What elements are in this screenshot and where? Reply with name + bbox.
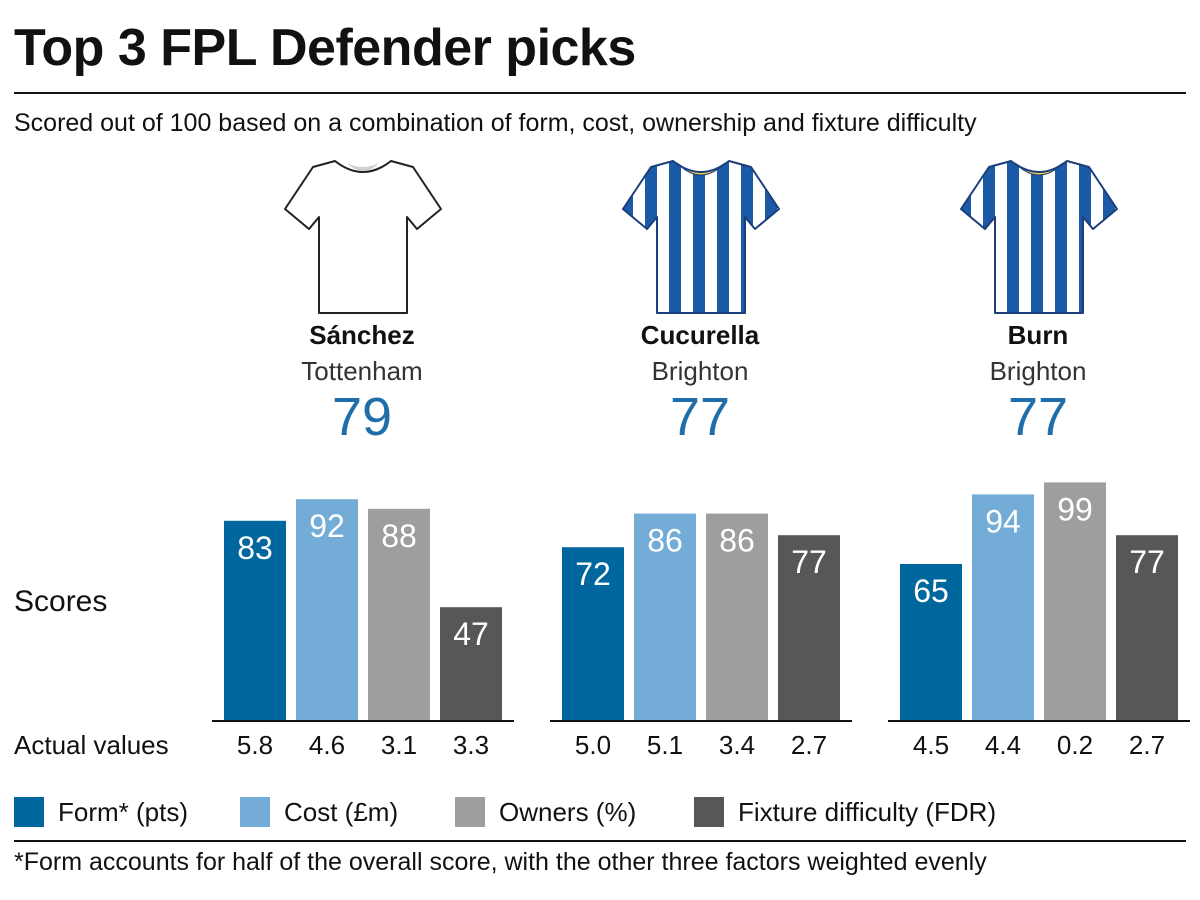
actual-value: 5.8 <box>236 730 274 760</box>
legend-swatch <box>240 797 270 827</box>
actual-value: 3.1 <box>380 730 418 760</box>
bar <box>296 499 358 720</box>
actual-value: 0.2 <box>1056 730 1094 760</box>
bar-value-label: 99 <box>1057 491 1093 527</box>
bar-value-label: 86 <box>719 523 755 559</box>
actual-value: 3.3 <box>452 730 490 760</box>
actual-value: 4.4 <box>984 730 1022 760</box>
bar-value-label: 72 <box>575 556 611 592</box>
legend-swatch <box>694 797 724 827</box>
legend-item-cost: Cost (£m) <box>240 795 398 829</box>
actual-value: 2.7 <box>790 730 828 760</box>
bar <box>778 535 840 720</box>
actual-value: 2.7 <box>1128 730 1166 760</box>
scores-label: Scores <box>14 585 108 618</box>
legend-item-form: Form* (pts) <box>14 795 188 829</box>
bar <box>634 513 696 720</box>
bar <box>1044 482 1106 720</box>
actual-values-label: Actual values <box>14 730 169 760</box>
footer-divider <box>14 840 1186 842</box>
bar-value-label: 92 <box>309 508 345 544</box>
player-card: Sánchez Tottenham 79 <box>212 320 512 444</box>
player-team: Tottenham <box>301 356 423 386</box>
legend-label: Cost (£m) <box>284 796 399 827</box>
bar-value-label: 77 <box>791 544 827 580</box>
actual-value: 3.4 <box>718 730 756 760</box>
player-score: 79 <box>331 387 393 447</box>
actual-value: 4.6 <box>308 730 346 760</box>
bar-value-label: 94 <box>985 503 1021 539</box>
bar <box>562 547 624 720</box>
actual-value: 5.1 <box>646 730 684 760</box>
player-card: Burn Brighton 77 <box>888 320 1188 444</box>
player-name: Burn <box>1007 320 1069 350</box>
bar-value-label: 65 <box>913 573 949 609</box>
player-team: Brighton <box>651 356 749 386</box>
legend-item-fixture: Fixture difficulty (FDR) <box>694 795 996 829</box>
bar-value-label: 88 <box>381 518 417 554</box>
legend-swatch <box>455 797 485 827</box>
footnote: *Form accounts for half of the overall s… <box>14 848 987 876</box>
bar <box>706 513 768 720</box>
bar-value-label: 77 <box>1129 544 1165 580</box>
player-team: Brighton <box>989 356 1087 386</box>
bar-value-label: 47 <box>453 616 489 652</box>
bar <box>900 564 962 720</box>
legend-label: Fixture difficulty (FDR) <box>738 796 997 827</box>
bar <box>224 520 286 720</box>
legend-swatch <box>14 797 44 827</box>
actual-value: 4.5 <box>912 730 950 760</box>
bar <box>368 508 430 720</box>
bar-value-label: 86 <box>647 523 683 559</box>
title-divider <box>14 92 1186 94</box>
player-score: 77 <box>669 387 731 447</box>
player-name: Sánchez <box>309 320 415 350</box>
blue-white-striped-shirt-icon <box>622 160 780 314</box>
blue-white-striped-shirt-icon <box>960 160 1118 314</box>
bar-value-label: 83 <box>237 530 273 566</box>
page-subtitle: Scored out of 100 based on a combination… <box>14 109 977 137</box>
white-shirt-icon <box>284 160 442 314</box>
player-name: Cucurella <box>640 320 760 350</box>
legend-label: Form* (pts) <box>58 796 188 827</box>
actual-value: 5.0 <box>574 730 612 760</box>
page-title: Top 3 FPL Defender picks <box>14 19 636 77</box>
legend-label: Owners (%) <box>499 796 637 827</box>
player-score: 77 <box>1007 387 1069 447</box>
player-card: Cucurella Brighton 77 <box>550 320 850 444</box>
legend-item-owners: Owners (%) <box>455 795 636 829</box>
scores-bar-chart: 83 92 88 47 72 86 86 77 65 94 99 77 <box>212 482 1190 722</box>
bar <box>1116 535 1178 720</box>
bar <box>440 607 502 720</box>
bar <box>972 494 1034 720</box>
